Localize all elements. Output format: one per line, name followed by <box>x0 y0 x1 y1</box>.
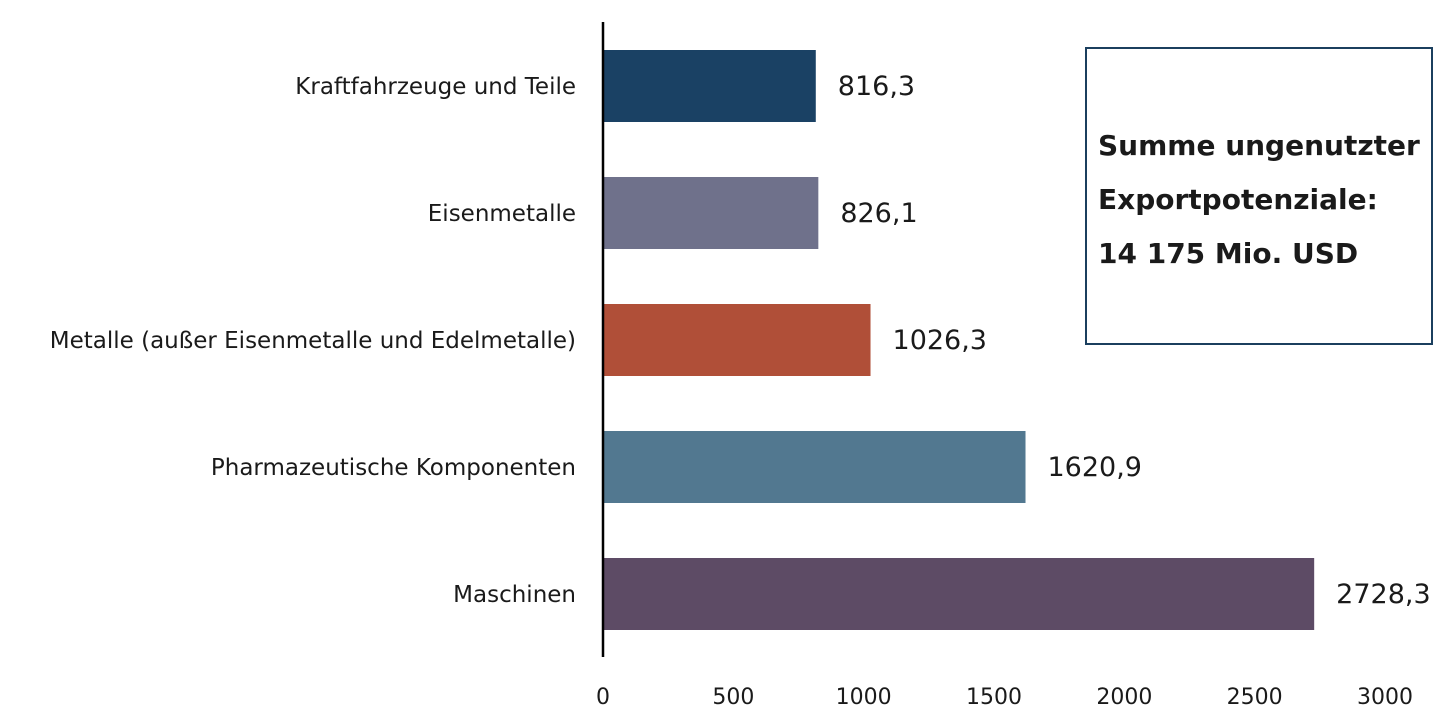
x-tick-label-1500: 1500 <box>966 685 1022 710</box>
value-label-metalle-au-er-eisenmetalle-und-edelmetalle: 1026,3 <box>893 325 987 356</box>
category-labels: Kraftfahrzeuge und Teile Eisenmetalle Meta… <box>50 74 576 608</box>
summary-line-1: Summe ungenutzter <box>1098 129 1420 162</box>
value-label-maschinen: 2728,3 <box>1336 579 1430 610</box>
category-label-metalle-au-er-eisenmetalle-und-edelmetalle: Metalle (außer Eisenmetalle und Edelmeta… <box>50 328 576 354</box>
x-axis-ticks: 0 500 1000 1500 2000 2500 3000 <box>596 685 1413 710</box>
bar-kraftfahrzeuge-und-teile <box>603 50 816 122</box>
bar-pharmazeutische-komponenten <box>603 431 1026 503</box>
bar-metalle-au-er-eisenmetalle-und-edelmetalle <box>603 304 871 376</box>
category-label-pharmazeutische-komponenten: Pharmazeutische Komponenten <box>211 455 576 481</box>
bars-group <box>603 50 1315 630</box>
summary-line-3: 14 175 Mio. USD <box>1098 237 1359 270</box>
value-label-eisenmetalle: 826,1 <box>840 198 917 229</box>
value-label-pharmazeutische-komponenten: 1620,9 <box>1048 452 1142 483</box>
x-tick-label-2000: 2000 <box>1096 685 1152 710</box>
bar-maschinen <box>603 558 1315 630</box>
summary-line-2: Exportpotenziale: <box>1098 183 1378 216</box>
x-tick-label-0: 0 <box>596 685 610 710</box>
x-tick-label-500: 500 <box>712 685 754 710</box>
value-label-kraftfahrzeuge-und-teile: 816,3 <box>838 71 915 102</box>
x-tick-label-3000: 3000 <box>1357 685 1413 710</box>
x-tick-label-1000: 1000 <box>836 685 892 710</box>
category-label-eisenmetalle: Eisenmetalle <box>428 201 576 227</box>
category-label-maschinen: Maschinen <box>453 582 576 608</box>
summary-box: Summe ungenutzter Exportpotenziale: 14 1… <box>1085 47 1433 345</box>
value-labels: 816,3 826,1 1026,3 1620,9 2728,3 <box>838 71 1431 610</box>
x-tick-label-2500: 2500 <box>1227 685 1283 710</box>
bar-eisenmetalle <box>603 177 819 249</box>
category-label-kraftfahrzeuge-und-teile: Kraftfahrzeuge und Teile <box>295 74 576 100</box>
